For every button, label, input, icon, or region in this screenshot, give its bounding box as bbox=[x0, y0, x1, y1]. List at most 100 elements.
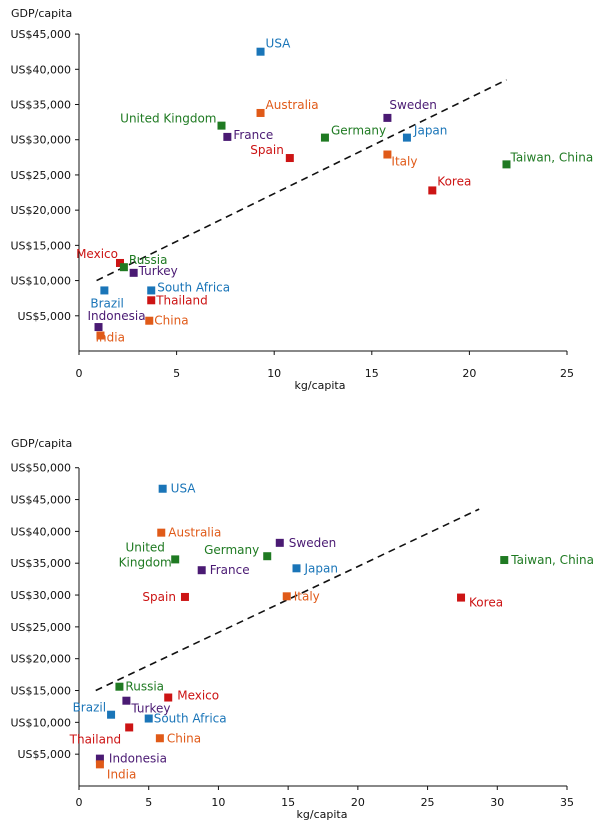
y-axis-title: GDP/capita bbox=[11, 437, 72, 450]
x-axis-title: kg/capita bbox=[297, 808, 348, 821]
point-label: Spain bbox=[250, 143, 284, 157]
y-tick-label: US$35,000 bbox=[10, 557, 71, 570]
point-label: South Africa bbox=[157, 280, 230, 294]
point-label: United Kingdom bbox=[120, 112, 216, 126]
point-label: India bbox=[95, 331, 124, 345]
point-label: Italy bbox=[391, 155, 417, 169]
y-tick-label: US$25,000 bbox=[10, 621, 71, 634]
data-point bbox=[320, 133, 329, 142]
data-point bbox=[256, 47, 265, 56]
point-label: China bbox=[154, 314, 188, 328]
y-tick-label: US$50,000 bbox=[10, 462, 71, 475]
point-label: USA bbox=[171, 482, 197, 496]
x-tick-label: 10 bbox=[267, 367, 281, 380]
point-label: Japan bbox=[304, 561, 338, 575]
y-tick-label: US$30,000 bbox=[10, 589, 71, 602]
x-tick-label: 25 bbox=[421, 796, 435, 809]
data-point bbox=[96, 331, 105, 340]
point-label: Taiwan, China bbox=[509, 150, 593, 164]
data-point bbox=[155, 734, 164, 743]
x-tick-label: 35 bbox=[560, 796, 574, 809]
y-tick-label: US$45,000 bbox=[10, 494, 71, 507]
data-point bbox=[100, 286, 109, 295]
data-point bbox=[180, 592, 189, 601]
point-label: Brazil bbox=[73, 701, 107, 715]
y-tick-label: US$20,000 bbox=[10, 653, 71, 666]
point-label: Germany bbox=[331, 124, 386, 138]
y-tick-label: US$30,000 bbox=[10, 134, 71, 147]
data-point bbox=[122, 696, 131, 705]
point-label: Italy bbox=[294, 589, 320, 603]
point-label: Turkey bbox=[130, 702, 170, 716]
data-point bbox=[256, 108, 265, 117]
data-point bbox=[164, 693, 173, 702]
point-label: Russia bbox=[125, 680, 164, 694]
x-tick-label: 5 bbox=[173, 367, 180, 380]
point-label: France bbox=[233, 128, 273, 142]
point-label: Mexico bbox=[177, 689, 219, 703]
data-point bbox=[107, 710, 116, 719]
point-label: Korea bbox=[469, 596, 503, 610]
point-label: South Africa bbox=[154, 712, 227, 726]
x-tick-label: 5 bbox=[145, 796, 152, 809]
x-tick-label: 25 bbox=[560, 367, 574, 380]
data-point bbox=[500, 556, 509, 565]
point-label: Japan bbox=[413, 124, 447, 138]
y-tick-label: US$25,000 bbox=[10, 169, 71, 182]
y-tick-label: US$40,000 bbox=[10, 63, 71, 76]
data-point bbox=[383, 150, 392, 159]
point-label: Spain bbox=[142, 590, 176, 604]
y-tick-label: US$45,000 bbox=[10, 28, 71, 41]
y-tick-label: US$15,000 bbox=[10, 685, 71, 698]
data-point bbox=[197, 566, 206, 575]
x-tick-label: 15 bbox=[281, 796, 295, 809]
point-label: Mexico bbox=[76, 247, 118, 261]
y-tick-label: US$40,000 bbox=[10, 525, 71, 538]
data-point bbox=[223, 132, 232, 141]
point-label: Indonesia bbox=[88, 309, 146, 323]
x-tick-label: 20 bbox=[351, 796, 365, 809]
chart-top: GDP/capita kg/capita US$5,000 US$10,000 US$1… bbox=[10, 7, 593, 392]
x-tick-label: 15 bbox=[365, 367, 379, 380]
data-point bbox=[147, 286, 156, 295]
data-point bbox=[158, 484, 167, 493]
data-point bbox=[457, 593, 466, 602]
data-point bbox=[285, 154, 294, 163]
data-point bbox=[145, 316, 154, 325]
y-tick-label: US$10,000 bbox=[10, 275, 71, 288]
y-tick-label: US$5,000 bbox=[17, 748, 71, 761]
data-point bbox=[95, 760, 104, 769]
point-label: Australia bbox=[266, 98, 319, 112]
data-point bbox=[94, 323, 103, 332]
y-tick-label: US$20,000 bbox=[10, 204, 71, 217]
point-label: Turkey bbox=[138, 264, 178, 278]
x-tick-label: 10 bbox=[211, 796, 225, 809]
data-point bbox=[115, 682, 124, 691]
y-tick-label: US$15,000 bbox=[10, 239, 71, 252]
point-label: Germany bbox=[204, 543, 259, 557]
point-label: China bbox=[167, 731, 201, 745]
data-point bbox=[147, 296, 156, 305]
x-tick-label: 30 bbox=[490, 796, 504, 809]
data-point bbox=[292, 564, 301, 573]
point-label: Russia bbox=[129, 253, 168, 267]
y-tick-label: US$10,000 bbox=[10, 716, 71, 729]
data-point bbox=[275, 538, 284, 547]
y-tick-label: US$35,000 bbox=[10, 99, 71, 112]
point-label: Australia bbox=[168, 526, 221, 540]
y-axis-title: GDP/capita bbox=[11, 7, 72, 20]
y-tick-label: US$5,000 bbox=[17, 310, 71, 323]
data-point bbox=[263, 552, 272, 561]
point-label: Sweden bbox=[289, 536, 336, 550]
chart-bottom: GDP/capita kg/capita US$5,000 US$10,000 US$1… bbox=[10, 437, 594, 821]
data-point bbox=[129, 268, 138, 277]
data-point bbox=[119, 263, 128, 272]
data-point bbox=[144, 714, 153, 723]
point-label: Thailand bbox=[155, 293, 208, 307]
data-point bbox=[217, 121, 226, 130]
x-tick-label: 0 bbox=[76, 367, 83, 380]
point-label: France bbox=[210, 563, 250, 577]
data-point bbox=[115, 258, 124, 267]
data-point bbox=[125, 723, 134, 732]
